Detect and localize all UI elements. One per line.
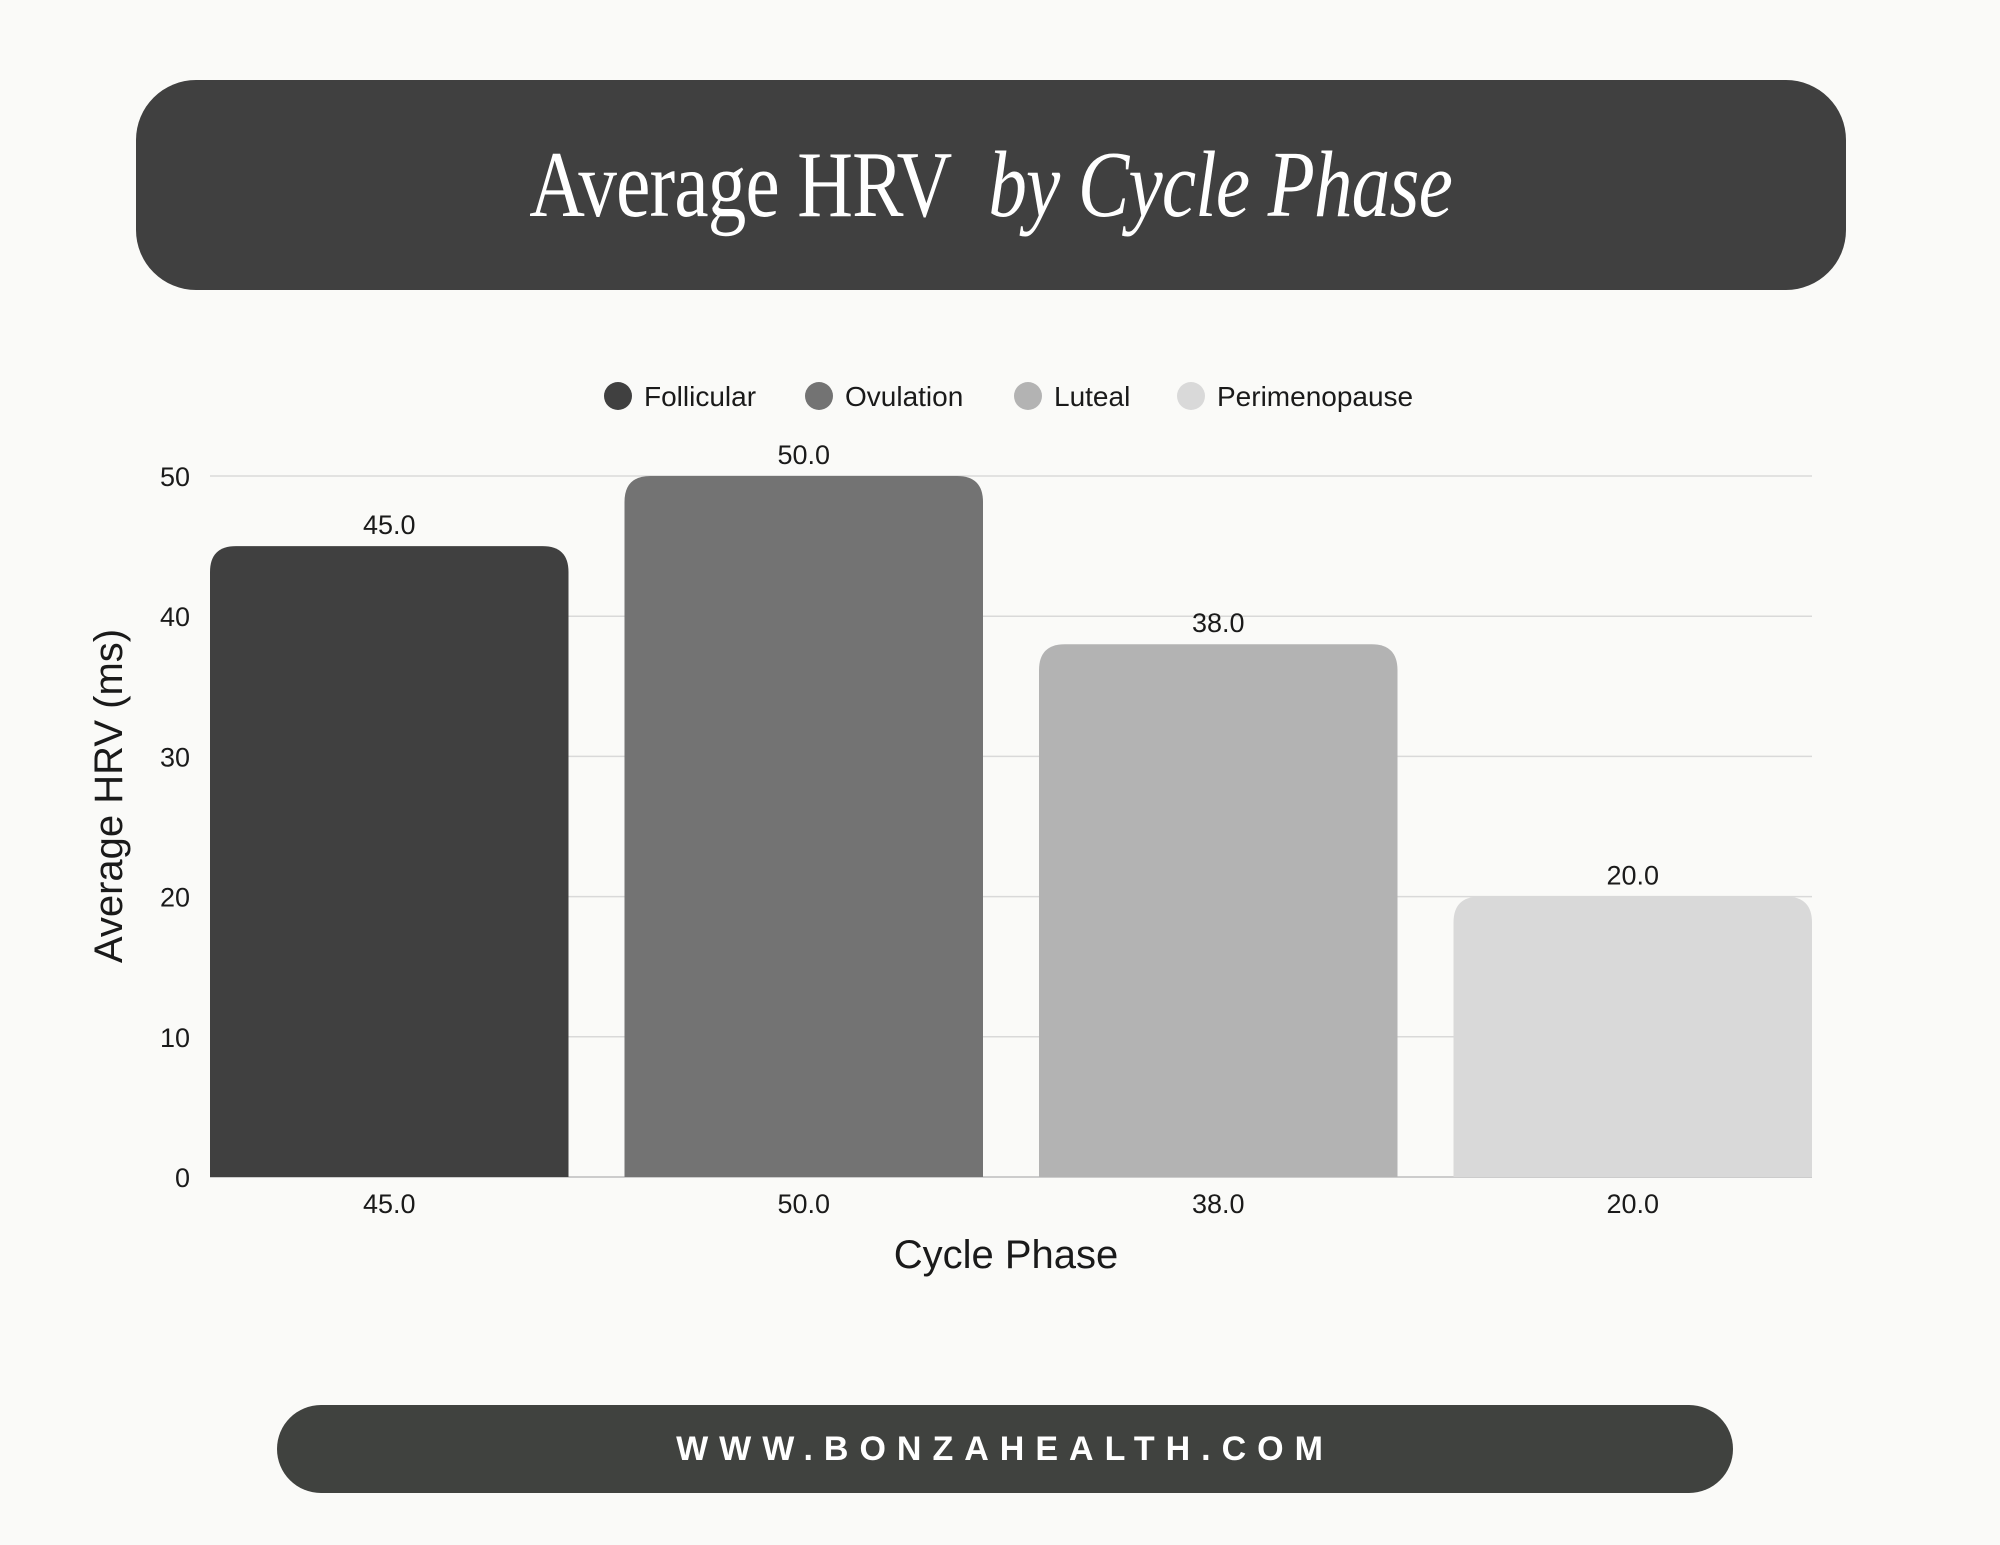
legend-marker-luteal xyxy=(1014,382,1042,410)
bar-perimenopause xyxy=(1453,896,1812,1177)
y-tick-label: 30 xyxy=(160,742,190,772)
legend-marker-ovulation xyxy=(805,382,833,410)
legend-marker-follicular xyxy=(604,382,632,410)
legend-marker-perimenopause xyxy=(1177,382,1205,410)
chart-title-main: Average HRV xyxy=(529,133,953,237)
bar-value-labels: 45.0 50.0 38.0 20.0 xyxy=(363,440,1659,891)
bar-value-label: 38.0 xyxy=(1192,608,1245,638)
bar-ovulation xyxy=(624,476,983,1177)
title-banner: Average HRV by Cycle Phase xyxy=(136,80,1846,290)
legend-label-perimenopause: Perimenopause xyxy=(1217,381,1413,412)
legend-label-follicular: Follicular xyxy=(644,381,756,412)
bar-value-label: 20.0 xyxy=(1606,861,1659,891)
x-tick-label: 20.0 xyxy=(1606,1189,1659,1219)
legend-label-luteal: Luteal xyxy=(1054,381,1130,412)
x-tick-label: 38.0 xyxy=(1192,1189,1245,1219)
chart-bars xyxy=(210,476,1812,1177)
chart-title: Average HRV by Cycle Phase xyxy=(529,131,1454,239)
y-axis-ticks: 0 10 20 30 40 50 xyxy=(160,462,190,1193)
x-tick-label: 50.0 xyxy=(777,1189,830,1219)
chart-legend: Follicular Ovulation Luteal Perimenopause xyxy=(604,381,1413,412)
website-url: WWW.BONZAHEALTH.COM xyxy=(676,1429,1334,1468)
y-tick-label: 40 xyxy=(160,602,190,632)
bar-chart: Follicular Ovulation Luteal Perimenopause 0… xyxy=(87,381,1812,1277)
website-banner: WWW.BONZAHEALTH.COM xyxy=(277,1405,1733,1493)
y-tick-label: 10 xyxy=(160,1023,190,1053)
y-tick-label: 50 xyxy=(160,462,190,492)
y-axis-label: Average HRV (ms) xyxy=(87,629,131,963)
bar-value-label: 45.0 xyxy=(363,510,416,540)
bar-luteal xyxy=(1039,644,1398,1177)
chart-title-italic: by Cycle Phase xyxy=(988,133,1453,237)
bar-follicular xyxy=(210,546,569,1177)
x-axis-label: Cycle Phase xyxy=(894,1233,1119,1277)
x-axis-ticks: 45.0 50.0 38.0 20.0 xyxy=(363,1189,1659,1219)
y-tick-label: 20 xyxy=(160,883,190,913)
bar-value-label: 50.0 xyxy=(777,440,830,470)
legend-label-ovulation: Ovulation xyxy=(845,381,963,412)
y-tick-label: 0 xyxy=(175,1163,190,1193)
x-tick-label: 45.0 xyxy=(363,1189,416,1219)
